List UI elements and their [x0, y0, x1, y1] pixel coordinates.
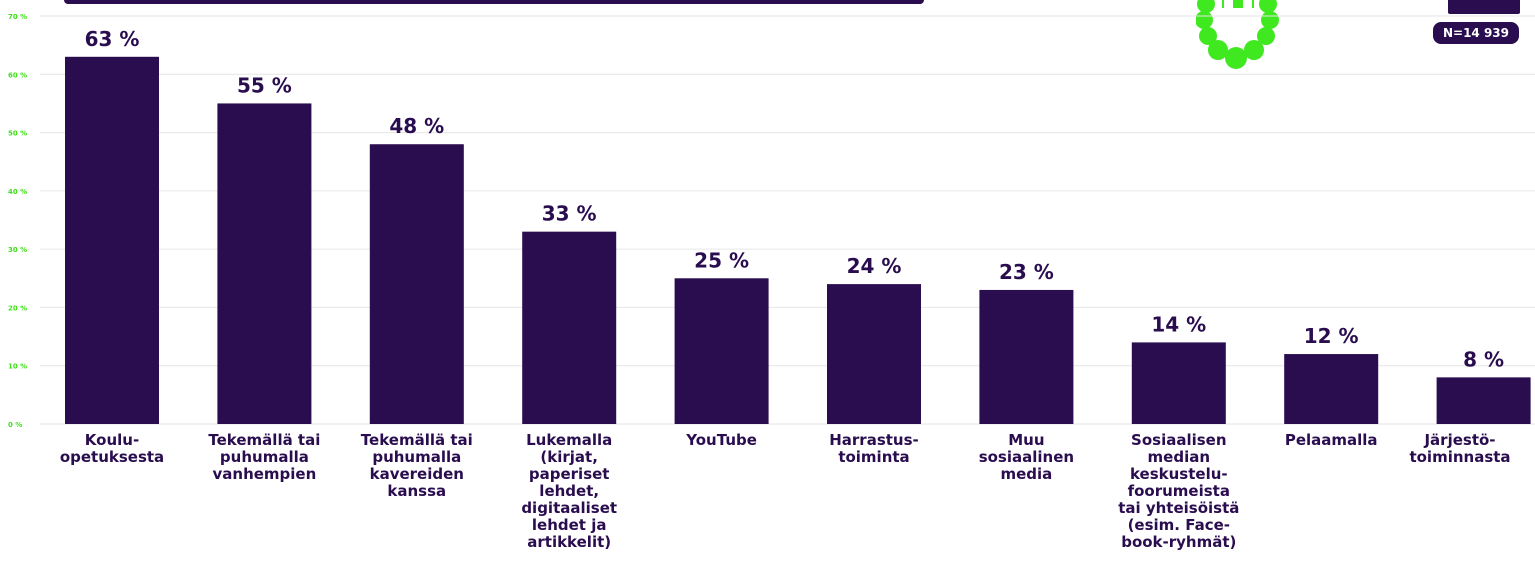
x-category-label: YouTube	[686, 431, 757, 449]
y-tick-label: 70 %	[8, 13, 27, 21]
y-tick-label: 50 %	[8, 130, 27, 138]
bar-value-label: 63 %	[85, 27, 140, 51]
bar	[217, 103, 312, 424]
brand-logo	[1448, 0, 1520, 14]
bar-value-label: 55 %	[237, 73, 292, 97]
bar-value-label: 33 %	[542, 202, 597, 226]
x-category-label: Tekemällä tai puhumalla kavereiden kanssa	[360, 431, 473, 500]
bar	[979, 289, 1074, 424]
x-category-label: Harrastus-toiminta	[829, 431, 919, 466]
bar	[674, 278, 769, 424]
bar	[1284, 354, 1379, 424]
bar	[65, 56, 159, 425]
x-category-label: Tekemällä tai puhumalla vanhempien	[208, 431, 321, 483]
bar	[522, 231, 617, 424]
bar	[827, 284, 921, 424]
y-tick-label: 20 %	[8, 304, 27, 312]
x-category-label: Koulu-opetuksesta	[59, 431, 165, 466]
y-tick-label: 40 %	[8, 188, 27, 196]
bar-value-label: 14 %	[1151, 312, 1206, 336]
bar	[1436, 377, 1531, 424]
y-tick-label: 10 %	[8, 363, 27, 371]
x-category-label: Järjestö-toiminnasta	[1409, 431, 1511, 466]
y-tick-label: 30 %	[8, 246, 27, 254]
title-banner-cropped	[64, 0, 924, 4]
bar-value-label: 8 %	[1463, 347, 1504, 371]
x-category-label: Sosiaalisen median keskustelu-foorumeista t…	[1118, 431, 1240, 551]
bar	[1131, 342, 1226, 424]
bar-value-label: 24 %	[847, 254, 902, 278]
bar-value-label: 48 %	[389, 114, 444, 138]
bar	[369, 144, 464, 424]
y-tick-label: 0 %	[8, 421, 22, 429]
green-robot-mascot-icon	[1196, 0, 1279, 69]
x-category-label: Lukemalla (kirjat, paperiset lehdet, digitaa…	[521, 431, 618, 551]
y-tick-label: 60 %	[8, 71, 27, 79]
bar-value-label: 25 %	[694, 248, 749, 272]
sample-size-badge: N=14 939	[1433, 22, 1519, 44]
x-category-label: Pelaamalla	[1284, 431, 1378, 449]
bar-value-label: 12 %	[1304, 324, 1359, 348]
x-category-label: Muu sosiaalinen media	[978, 431, 1075, 483]
bar-value-label: 23 %	[999, 260, 1054, 284]
